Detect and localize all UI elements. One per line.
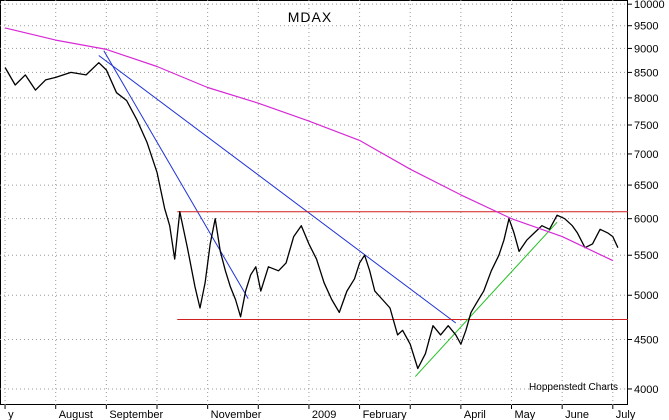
y-tick-label: 7500 [634, 120, 658, 132]
series-layer [4, 27, 619, 370]
y-tick-label: 8000 [634, 93, 658, 105]
trendline [103, 50, 249, 299]
y-tick-label: 7000 [634, 149, 658, 161]
x-tick-label: y [8, 409, 14, 420]
trendline [98, 55, 457, 324]
trendline [414, 221, 558, 377]
x-tick-label: September [109, 409, 163, 420]
y-tick-label: 9500 [634, 21, 658, 33]
y-tick-label: 4500 [634, 334, 658, 346]
x-tick-label: February [363, 409, 408, 420]
x-tick-label: July [616, 409, 636, 420]
y-tick-label: 5000 [634, 290, 658, 302]
moving-average-line [4, 27, 614, 262]
x-tick-label: 2009 [312, 409, 336, 420]
x-tick-label: November [211, 409, 262, 420]
y-tick-label: 10000 [634, 0, 665, 11]
x-tick-label: June [565, 409, 589, 420]
source-credit: Hoppenstedt Charts [529, 382, 618, 393]
y-tick-label: 6000 [634, 214, 658, 226]
plot-frame [0, 0, 628, 405]
y-tick-label: 9000 [634, 43, 658, 55]
trendline-layer [98, 50, 628, 377]
axis-layer: 10000 9500 9000 8500 8000 7500 7000 6500 6000 550… [4, 0, 665, 420]
y-tick-label: 4000 [634, 384, 658, 396]
x-tick-label: April [464, 409, 486, 420]
y-tick-label: 6500 [634, 180, 658, 192]
x-tick-label: May [515, 409, 536, 420]
chart-title: MDAX [288, 9, 332, 25]
grid-layer [0, 0, 628, 405]
x-tick-label: August [59, 409, 93, 420]
y-tick-label: 8500 [634, 67, 658, 79]
price-series-line [4, 62, 619, 370]
y-tick-label: 5500 [634, 250, 658, 262]
